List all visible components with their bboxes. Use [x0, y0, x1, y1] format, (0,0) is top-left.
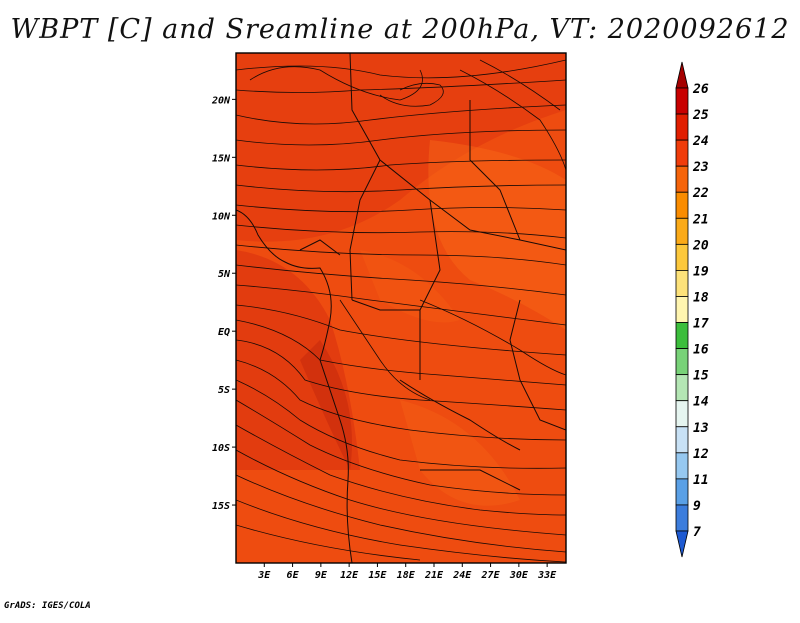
- colorbar-swatch: [675, 217, 689, 245]
- colorbar-label: 23: [692, 160, 709, 175]
- streamlines: [236, 59, 566, 563]
- colorbar-swatch: [675, 426, 689, 454]
- lon-tick-label: 27E: [481, 570, 501, 581]
- lon-tick-label: 15E: [368, 570, 387, 581]
- colorbar-swatch: [675, 191, 689, 219]
- colorbar-swatch: [675, 452, 689, 480]
- lat-tick-label: 10N: [212, 211, 231, 222]
- lon-tick-label: 21E: [424, 570, 444, 581]
- colorbar-label: 25: [692, 108, 709, 123]
- longitude-axis: 3E 6E 9E 12E 15E 18E 21E 24E 27E 30E 33E: [257, 563, 557, 581]
- colorbar-swatch: [675, 400, 689, 428]
- colorbar-swatch: [675, 165, 689, 193]
- colorbar-swatch: [675, 348, 689, 376]
- map-frame: [235, 52, 567, 564]
- colorbar-label: 15: [693, 369, 709, 384]
- chart-title: WBPT [C] and Sreamline at 200hPa, VT: 20…: [10, 14, 790, 45]
- cool-band-south: [400, 400, 520, 506]
- colorbar-swatch: [675, 478, 689, 506]
- lat-tick-label: 10S: [212, 443, 230, 454]
- lon-tick-label: 6E: [287, 570, 300, 581]
- lat-tick-label: 15N: [212, 153, 231, 164]
- colorbar-swatch: [675, 296, 689, 323]
- latitude-axis: 20N 15N 10N 5N EQ 5S 10S 15S: [211, 95, 236, 512]
- colorbar-swatch: [675, 270, 689, 297]
- colorbar-label: 20: [692, 238, 709, 253]
- colorbar-label: 12: [693, 447, 709, 462]
- colorbar-swatch: [675, 113, 689, 141]
- lat-tick-label: 15S: [212, 501, 230, 512]
- colorbar-swatch: [675, 322, 689, 349]
- lon-tick-label: 33E: [537, 570, 557, 581]
- colorbar-label: 14: [693, 395, 709, 410]
- colorbar-label: 19: [693, 264, 709, 279]
- colorbar: 26 25 24 23 22 21 20 19 18 17 16 15 14 13 12 11 9 7: [675, 61, 709, 558]
- colorbar-label: 11: [693, 473, 709, 488]
- lat-tick-label: 5S: [218, 385, 230, 396]
- colorbar-label: 21: [692, 212, 709, 227]
- colorbar-label: 9: [693, 499, 701, 514]
- colorbar-label: 24: [692, 134, 709, 149]
- colorbar-swatch: [675, 139, 689, 167]
- colorbar-label: 13: [693, 421, 709, 436]
- lon-tick-label: 24E: [452, 570, 472, 581]
- lon-tick-label: 9E: [315, 570, 328, 581]
- colorbar-swatch: [675, 374, 689, 402]
- lat-tick-label: 5N: [218, 269, 231, 280]
- colorbar-swatch: [675, 504, 689, 532]
- colorbar-label: 26: [692, 82, 709, 97]
- lon-tick-label: 3E: [257, 570, 271, 581]
- lat-tick-label: 20N: [211, 95, 231, 106]
- colorbar-label: 17: [693, 317, 709, 332]
- cool-band-mid: [360, 250, 460, 323]
- country-borders: [236, 53, 566, 563]
- colorbar-swatch: [675, 87, 689, 115]
- lon-tick-label: 12E: [340, 570, 359, 581]
- lat-tick-label: EQ: [218, 327, 230, 338]
- colorbar-label: 16: [693, 343, 709, 358]
- colorbar-label: 7: [693, 525, 701, 540]
- lon-tick-label: 30E: [509, 570, 529, 581]
- colorbar-label: 18: [693, 290, 709, 305]
- colorbar-swatch: [675, 243, 689, 271]
- warm-patch-north: [236, 53, 566, 242]
- grads-credit: GrADS: IGES/COLA: [4, 601, 91, 611]
- colorbar-bottom-arrow: [675, 530, 689, 558]
- colorbar-label: 22: [692, 186, 709, 201]
- colorbar-top-arrow: [675, 61, 689, 89]
- map-panel: [236, 53, 566, 563]
- lon-tick-label: 18E: [397, 570, 416, 581]
- warm-tongue-center: [300, 340, 352, 470]
